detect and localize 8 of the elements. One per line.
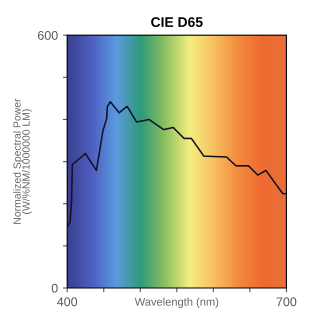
x-tick-label: 400 bbox=[57, 297, 78, 306]
y-tick-label: 600 bbox=[38, 31, 58, 40]
x-tick-label: 700 bbox=[276, 297, 296, 306]
line-series bbox=[67, 101, 286, 228]
y-tick-label: 0 bbox=[52, 284, 58, 293]
chart-title: CIE D65 bbox=[151, 17, 203, 28]
x-axis-title: Wavelength (nm) bbox=[134, 298, 218, 308]
y-axis-title: Normalized Spectral Power (W/%NM/1000000 LM) bbox=[13, 98, 32, 224]
